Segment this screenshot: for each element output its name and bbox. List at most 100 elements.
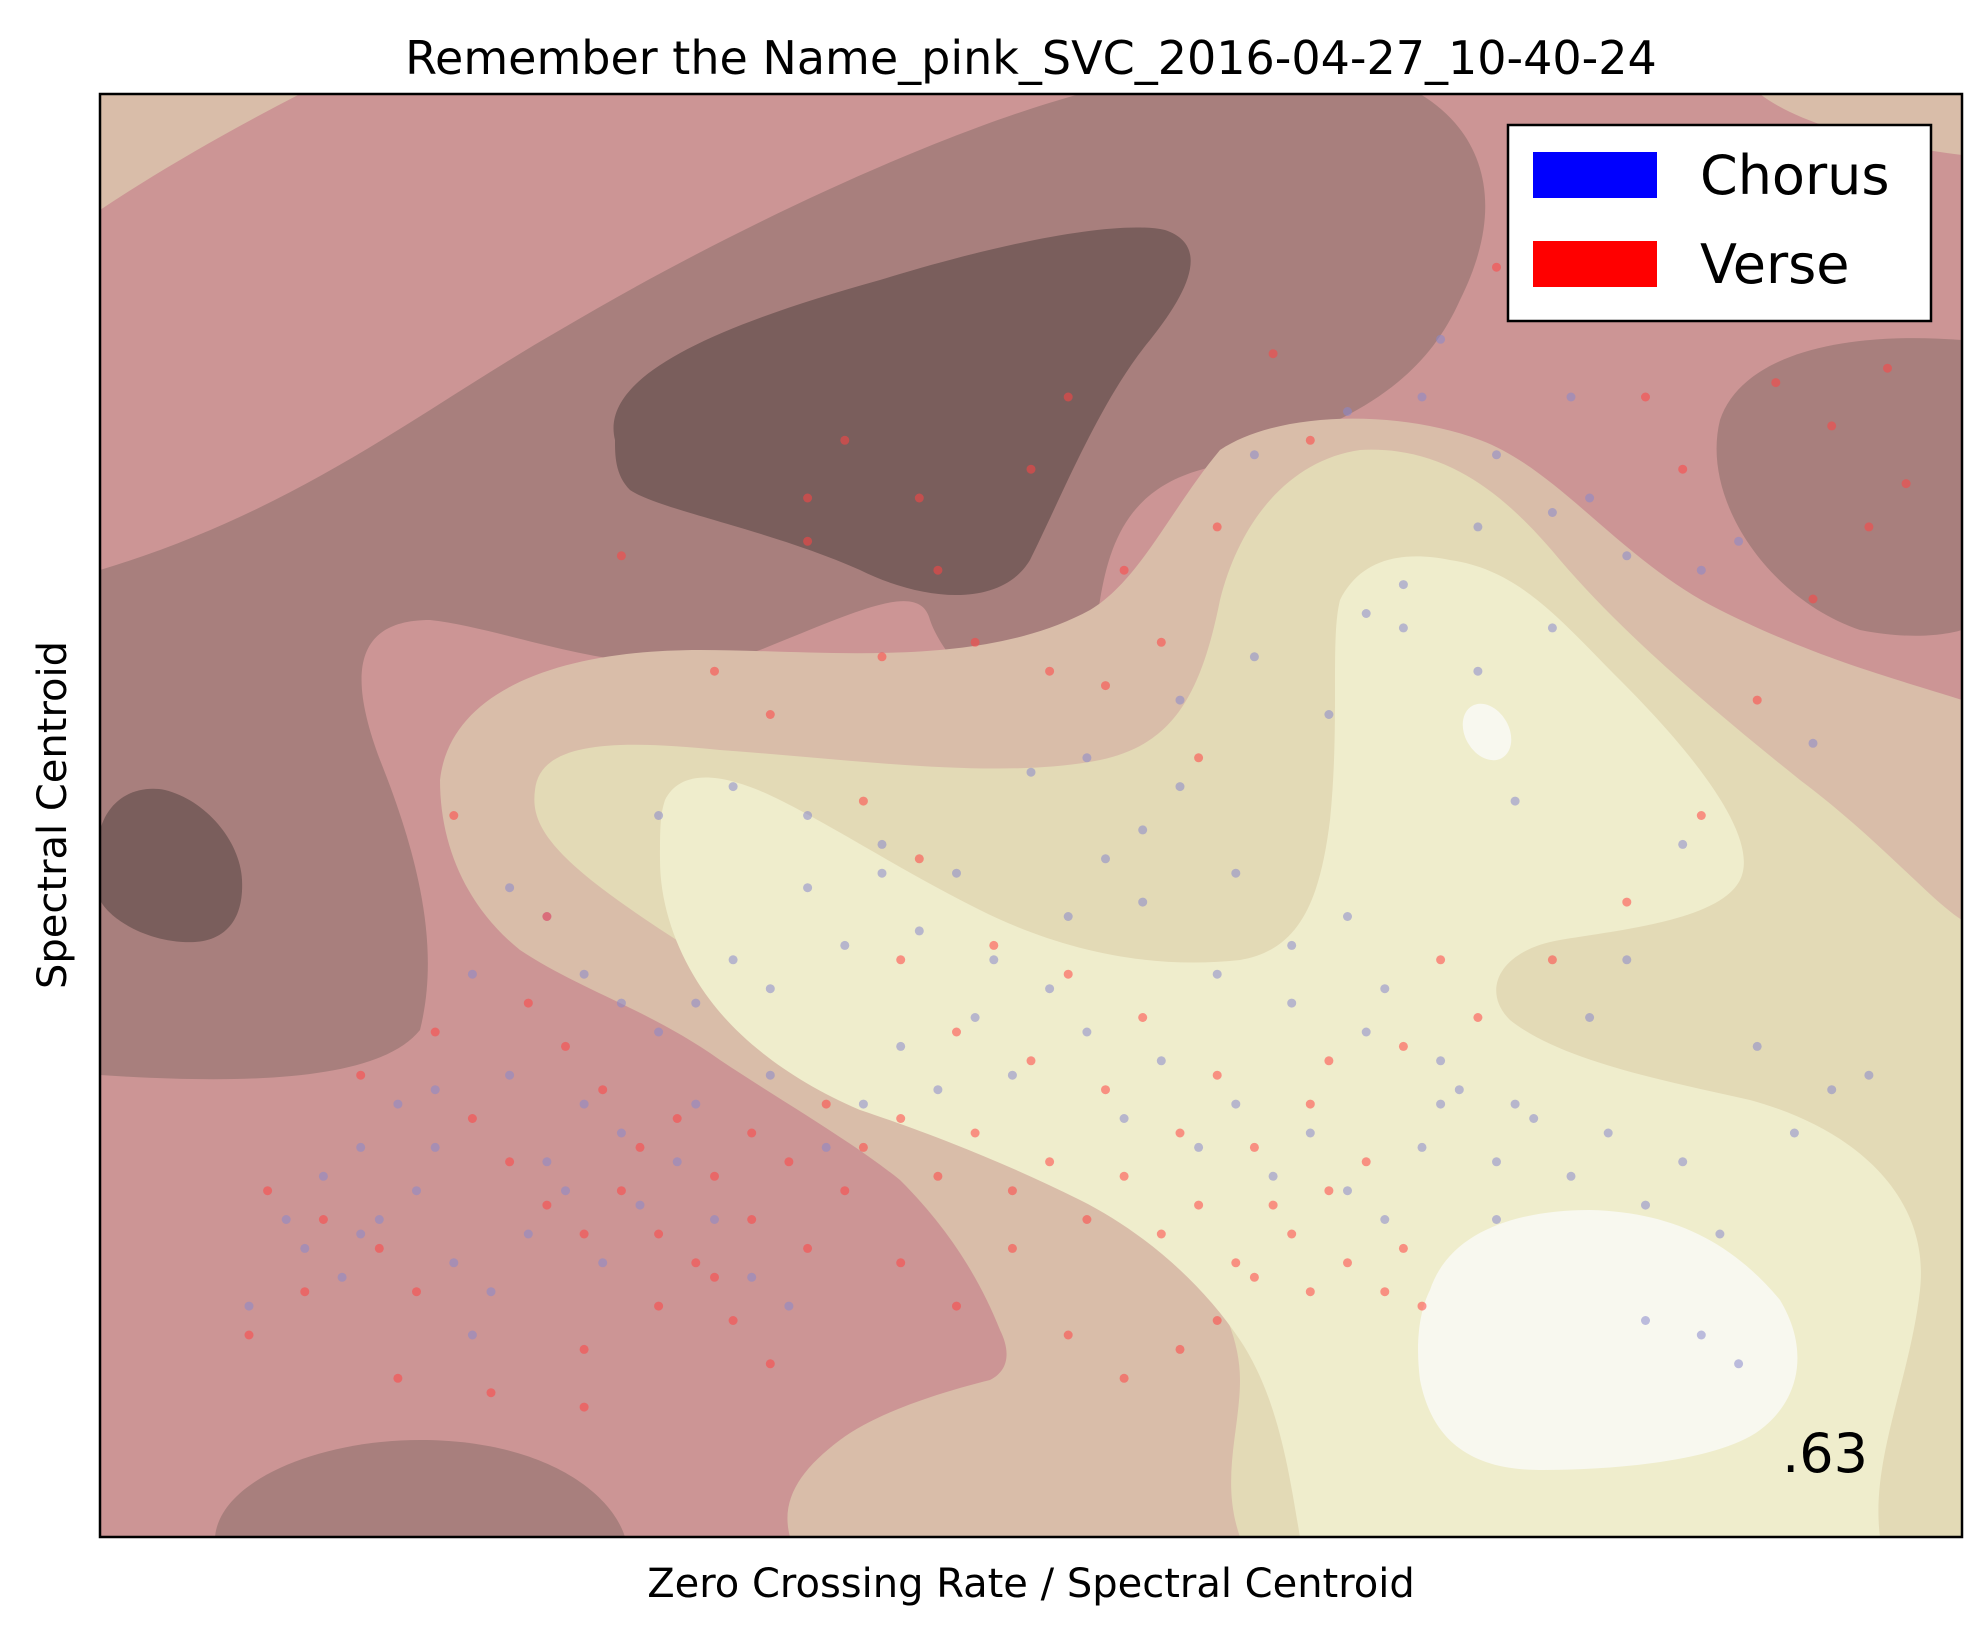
legend-label-chorus: Chorus xyxy=(1700,144,1890,207)
data-point-verse xyxy=(1287,1229,1297,1239)
data-point-chorus xyxy=(1585,493,1595,503)
data-point-verse xyxy=(654,1229,664,1239)
data-point-chorus xyxy=(1752,1041,1762,1051)
data-point-verse xyxy=(374,1243,384,1253)
data-point-verse xyxy=(747,1215,757,1224)
data-point-verse xyxy=(1492,262,1501,272)
data-point-verse xyxy=(542,912,552,921)
data-point-chorus xyxy=(318,1171,328,1181)
data-point-verse xyxy=(616,1186,626,1196)
data-point-verse xyxy=(505,1157,515,1167)
data-point-verse xyxy=(672,1114,682,1123)
data-point-verse xyxy=(1119,1373,1129,1383)
data-point-chorus xyxy=(784,1301,794,1311)
data-point-chorus xyxy=(467,969,477,979)
data-point-verse xyxy=(989,940,999,950)
data-point-verse xyxy=(1156,1229,1166,1239)
data-point-verse xyxy=(933,565,943,575)
data-point-chorus xyxy=(561,1186,570,1196)
data-point-chorus xyxy=(877,839,887,849)
data-point-chorus xyxy=(1827,1085,1837,1095)
data-point-chorus xyxy=(1361,609,1371,618)
data-point-verse xyxy=(1082,1215,1092,1224)
data-point-chorus xyxy=(505,1070,515,1080)
data-point-chorus xyxy=(1175,695,1185,705)
data-point-chorus xyxy=(337,1272,347,1282)
data-point-verse xyxy=(1249,1272,1259,1282)
data-point-verse xyxy=(970,637,980,647)
plot-area xyxy=(100,94,1962,1537)
data-point-verse xyxy=(1045,666,1055,676)
data-point-chorus xyxy=(747,1272,757,1282)
data-point-verse xyxy=(1305,435,1315,445)
data-point-chorus xyxy=(1492,450,1501,460)
data-point-chorus xyxy=(710,1215,719,1224)
data-point-verse xyxy=(1752,695,1762,705)
data-point-verse xyxy=(1063,969,1073,979)
data-point-verse xyxy=(523,998,533,1008)
data-point-verse xyxy=(1175,1128,1185,1138)
data-point-verse xyxy=(1305,1099,1315,1109)
data-point-chorus xyxy=(1678,839,1688,849)
data-point-verse xyxy=(877,652,887,662)
data-point-verse xyxy=(263,1186,273,1196)
data-point-chorus xyxy=(1622,551,1632,561)
data-point-verse xyxy=(1212,1070,1222,1080)
data-point-chorus xyxy=(505,883,515,893)
data-point-verse xyxy=(1026,1056,1036,1066)
data-point-verse xyxy=(1827,421,1837,431)
data-point-chorus xyxy=(1566,1171,1576,1181)
data-point-verse xyxy=(896,1114,906,1123)
data-point-chorus xyxy=(523,1229,533,1239)
data-point-chorus xyxy=(430,1085,440,1095)
data-point-verse xyxy=(356,1070,366,1080)
data-point-verse xyxy=(579,1402,589,1412)
contour-level-6 xyxy=(1462,703,1512,761)
data-point-verse xyxy=(1417,1301,1427,1311)
data-point-chorus xyxy=(1287,940,1297,950)
data-point-verse xyxy=(1101,681,1110,691)
score-annotation: .63 xyxy=(1782,1422,1868,1485)
data-point-chorus xyxy=(691,1099,701,1109)
data-point-chorus xyxy=(728,955,738,965)
data-point-verse xyxy=(1138,1013,1148,1022)
data-point-chorus xyxy=(1734,1359,1744,1369)
contour-level-0 xyxy=(613,227,1191,595)
data-point-verse xyxy=(430,1027,440,1037)
legend-swatch-verse xyxy=(1533,241,1657,287)
data-point-verse xyxy=(970,1128,980,1138)
data-point-chorus xyxy=(1249,450,1259,460)
data-point-verse xyxy=(318,1215,328,1224)
data-point-chorus xyxy=(1249,652,1259,662)
data-point-verse xyxy=(542,1200,552,1210)
data-point-chorus xyxy=(1603,1128,1613,1138)
data-point-verse xyxy=(1007,1243,1017,1253)
data-point-verse xyxy=(1361,1157,1371,1167)
data-point-verse xyxy=(1380,1287,1390,1297)
x-axis-label: Zero Crossing Rate / Spectral Centroid xyxy=(647,1561,1415,1607)
data-point-chorus xyxy=(1268,1171,1278,1181)
data-point-verse xyxy=(300,1287,310,1297)
data-point-chorus xyxy=(1492,1157,1501,1167)
data-point-chorus xyxy=(467,1330,477,1340)
data-point-chorus xyxy=(803,811,813,820)
data-point-verse xyxy=(449,811,459,820)
data-point-verse xyxy=(1305,1287,1315,1297)
data-point-verse xyxy=(1343,1258,1352,1268)
data-point-chorus xyxy=(1734,536,1744,546)
data-point-chorus xyxy=(1436,1099,1446,1109)
data-point-chorus xyxy=(1492,1215,1501,1224)
data-point-verse xyxy=(803,1243,813,1253)
data-point-chorus xyxy=(486,1287,496,1297)
data-point-chorus xyxy=(356,1142,366,1152)
data-point-verse xyxy=(1268,349,1278,359)
data-point-verse xyxy=(1883,363,1892,373)
data-point-verse xyxy=(1156,637,1166,647)
data-point-chorus xyxy=(616,998,626,1008)
data-point-verse xyxy=(1119,565,1129,575)
data-point-chorus xyxy=(1082,753,1092,763)
data-point-verse xyxy=(467,1114,477,1123)
data-point-chorus xyxy=(635,1200,645,1210)
data-point-chorus xyxy=(1510,1099,1520,1109)
